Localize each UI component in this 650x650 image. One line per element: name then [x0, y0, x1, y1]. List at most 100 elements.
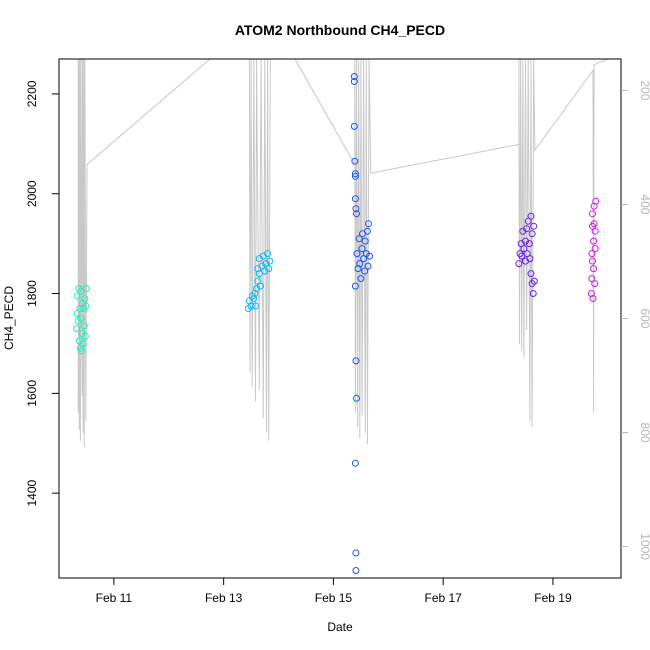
data-point — [81, 295, 89, 302]
y-right-tick-label: 1000 — [638, 533, 650, 560]
y-tick-label: 2000 — [25, 180, 39, 207]
data-point — [351, 459, 359, 467]
data-point — [588, 250, 596, 258]
series-3 — [350, 73, 374, 574]
data-point — [525, 240, 533, 248]
data-point — [357, 275, 365, 283]
data-point — [358, 245, 366, 253]
y-tick-label: 1800 — [25, 280, 39, 307]
data-point — [515, 260, 523, 268]
data-point — [265, 265, 273, 273]
data-point — [264, 250, 272, 258]
data-point — [361, 267, 369, 275]
data-point — [530, 222, 538, 230]
data-point — [354, 265, 362, 273]
data-point — [353, 394, 360, 402]
data-point — [350, 78, 358, 85]
data-point — [350, 122, 358, 130]
data-point — [82, 285, 90, 293]
data-point — [352, 205, 360, 213]
data-point — [527, 212, 535, 220]
data-point — [591, 280, 599, 288]
data-point — [355, 235, 363, 243]
altitude-line — [77, 58, 608, 447]
y-axis-right: 200 400 600 800 1000 — [620, 80, 650, 560]
y-right-tick-label: 200 — [638, 80, 650, 100]
data-point — [73, 292, 81, 300]
data-point — [363, 227, 371, 235]
data-point — [530, 277, 538, 285]
data-point — [80, 322, 88, 330]
data-point — [366, 252, 374, 260]
data-point — [351, 170, 359, 178]
chart-title: ATOM2 Northbound CH4_PECD — [235, 22, 445, 38]
data-point — [587, 290, 595, 297]
data-point — [361, 237, 369, 245]
x-tick-label: Feb 19 — [534, 591, 572, 605]
series-layer — [73, 73, 600, 574]
data-point — [78, 347, 85, 355]
data-point — [522, 257, 529, 265]
data-point — [589, 257, 596, 265]
data-point — [353, 250, 361, 258]
data-point — [365, 220, 372, 228]
data-point — [529, 290, 537, 297]
data-point — [590, 265, 598, 273]
data-point — [352, 567, 360, 574]
data-point — [352, 549, 360, 557]
series-5 — [587, 197, 600, 302]
y-tick-label: 2200 — [25, 80, 39, 107]
data-point — [250, 295, 258, 302]
data-point — [82, 302, 90, 310]
data-point — [77, 315, 85, 322]
data-point — [350, 73, 358, 80]
altitude-layer — [77, 58, 608, 447]
y-right-tick-label: 400 — [638, 194, 650, 214]
data-point — [251, 290, 259, 297]
data-point — [518, 252, 526, 260]
data-point — [589, 295, 597, 302]
data-point — [590, 237, 598, 245]
data-point — [591, 227, 599, 235]
x-axis: Feb 11 Feb 13 Feb 15 Feb 17 Feb 19 — [96, 577, 572, 605]
data-point — [523, 225, 531, 233]
data-point — [252, 302, 259, 310]
data-point — [351, 282, 359, 290]
data-point — [590, 220, 598, 228]
data-point — [351, 195, 359, 203]
y-right-tick-label: 800 — [638, 423, 650, 443]
x-tick-label: Feb 15 — [315, 591, 353, 605]
data-point — [256, 282, 264, 290]
data-point — [528, 230, 536, 238]
data-point — [364, 262, 372, 270]
series-1 — [73, 285, 90, 355]
data-point — [592, 197, 600, 205]
data-point — [73, 325, 81, 332]
data-point — [356, 260, 364, 268]
data-point — [527, 270, 535, 278]
data-point — [520, 245, 528, 253]
x-axis-label: Date — [327, 620, 353, 634]
data-point — [79, 340, 87, 347]
series-4 — [515, 212, 538, 297]
data-point — [352, 357, 360, 365]
data-point — [591, 245, 599, 253]
plot-frame — [58, 58, 622, 579]
data-point — [351, 172, 359, 180]
data-point — [351, 157, 359, 165]
x-tick-label: Feb 11 — [96, 591, 133, 605]
data-point — [589, 210, 596, 218]
x-tick-label: Feb 13 — [205, 591, 243, 605]
data-point — [247, 302, 255, 310]
series-2 — [244, 250, 274, 312]
y-axis-label: CH4_PECD — [2, 286, 16, 350]
y-axis: 1400 1600 1800 2000 2200 — [25, 80, 60, 507]
x-tick-label: Feb 17 — [425, 591, 463, 605]
y-tick-label: 1600 — [25, 380, 39, 407]
data-point — [266, 257, 274, 265]
data-point — [590, 202, 598, 210]
y-right-tick-label: 600 — [638, 308, 650, 328]
y-tick-label: 1400 — [25, 479, 39, 506]
data-point — [81, 332, 89, 340]
